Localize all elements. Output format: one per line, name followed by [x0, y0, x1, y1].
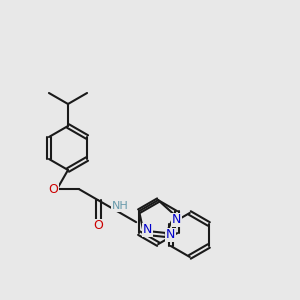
Text: O: O	[93, 219, 103, 232]
Text: N: N	[166, 229, 175, 242]
Text: N: N	[143, 223, 152, 236]
Text: NH: NH	[112, 201, 128, 211]
Text: N: N	[172, 213, 181, 226]
Text: O: O	[48, 183, 58, 196]
